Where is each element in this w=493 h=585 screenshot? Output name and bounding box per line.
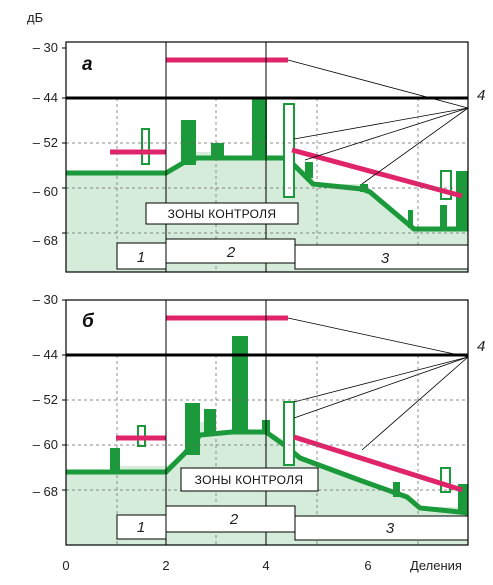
panel-a-label-4: 4 xyxy=(477,87,485,104)
x-axis: 0 2 4 6 Деления xyxy=(62,558,462,573)
panel-a-zone-2-box xyxy=(165,238,296,264)
x-axis-title: Деления xyxy=(410,558,462,573)
panel-b-zone-3: 3 xyxy=(386,520,395,537)
svg-text:– 30: – 30 xyxy=(33,40,58,55)
panel-a-zones-label: ЗОНЫ КОНТРОЛЯ xyxy=(168,207,277,221)
svg-text:– 68: – 68 xyxy=(33,233,58,248)
panel-a-y-ticks: – 30 – 44 – 52 – 60 – 68 xyxy=(33,40,58,248)
svg-text:– 60: – 60 xyxy=(33,437,58,452)
panel-b-label-4: 4 xyxy=(477,338,485,355)
panel-b-zone-2: 2 xyxy=(229,511,239,528)
panel-a-axis-ticks xyxy=(62,47,66,234)
panel-b-spikes xyxy=(110,336,468,512)
svg-text:– 52: – 52 xyxy=(33,135,58,150)
panel-b-limit-lines xyxy=(116,315,463,493)
panel-b-zone-2-box xyxy=(165,505,296,533)
panel-b-zones-box xyxy=(180,467,319,492)
panel-a-zone-3: 3 xyxy=(381,250,390,267)
svg-text:– 52: – 52 xyxy=(33,392,58,407)
panel-a-zone-3-box xyxy=(294,244,469,270)
panel-a: ЗОНЫ КОНТРОЛЯ 1 2 3 а 4 – 30 – 44 – 52 –… xyxy=(33,40,485,273)
svg-text:– 44: – 44 xyxy=(33,347,58,362)
panel-a-marker-1 xyxy=(141,128,150,165)
panel-b-guide-lines xyxy=(287,317,469,451)
panel-a-zone-2: 2 xyxy=(226,244,236,261)
panel-a-zone-1: 1 xyxy=(137,249,145,266)
x-tick-0: 0 xyxy=(62,558,69,573)
panel-a-zone-1-box xyxy=(116,242,167,270)
panel-b-zone-3-box xyxy=(294,515,469,541)
svg-text:– 68: – 68 xyxy=(33,484,58,499)
panel-b-zone-1: 1 xyxy=(137,519,145,536)
panel-a-letter: а xyxy=(82,54,93,75)
svg-text:– 44: – 44 xyxy=(33,90,58,105)
panel-b-marker-3 xyxy=(440,467,451,493)
panel-b-zones-label: ЗОНЫ КОНТРОЛЯ xyxy=(195,473,304,487)
panel-b-axis-ticks xyxy=(62,299,66,491)
svg-text:– 30: – 30 xyxy=(33,292,58,307)
x-tick-6: 6 xyxy=(364,558,371,573)
panel-a-zones-box xyxy=(145,202,299,225)
panel-b: ЗОНЫ КОНТРОЛЯ 1 2 3 б 4 – 30 – 44 – 52 –… xyxy=(33,292,485,546)
panel-b-letter: б xyxy=(82,311,95,332)
panel-a-marker-3 xyxy=(440,170,452,200)
panel-a-spikes xyxy=(181,98,468,229)
units-label: дБ xyxy=(27,10,43,25)
panel-a-guide-lines xyxy=(287,59,469,185)
panel-b-marker-2 xyxy=(283,401,295,466)
svg-text:– 60: – 60 xyxy=(33,184,58,199)
x-tick-2: 2 xyxy=(162,558,169,573)
panel-b-grid xyxy=(66,355,468,545)
x-tick-4: 4 xyxy=(262,558,269,573)
panel-b-y-ticks: – 30 – 44 – 52 – 60 – 68 xyxy=(33,292,58,499)
